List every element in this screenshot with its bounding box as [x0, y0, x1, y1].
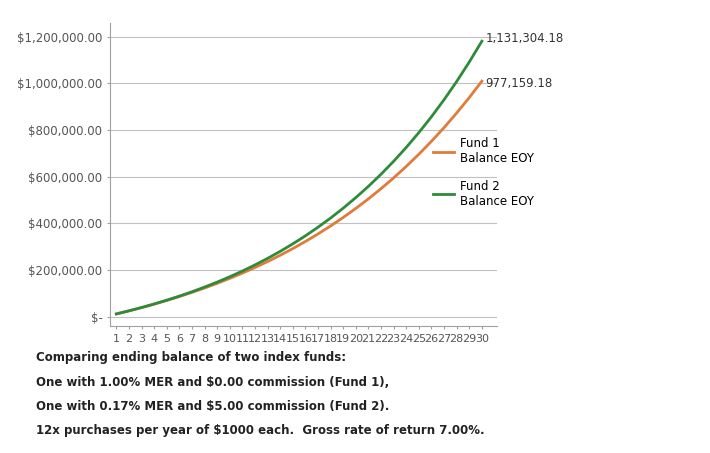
Text: 977,159.18: 977,159.18 [486, 77, 552, 90]
Legend: Fund 1
Balance EOY, Fund 2
Balance EOY: Fund 1 Balance EOY, Fund 2 Balance EOY [428, 133, 539, 212]
Text: Comparing ending balance of two index funds:: Comparing ending balance of two index fu… [36, 351, 346, 364]
Text: One with 1.00% MER and $0.00 commission (Fund 1),: One with 1.00% MER and $0.00 commission … [36, 376, 389, 389]
Text: One with 0.17% MER and $5.00 commission (Fund 2).: One with 0.17% MER and $5.00 commission … [36, 400, 389, 413]
Text: 12x purchases per year of $1000 each.  Gross rate of return 7.00%.: 12x purchases per year of $1000 each. Gr… [36, 424, 484, 438]
Text: 1,131,304.18: 1,131,304.18 [486, 33, 564, 45]
